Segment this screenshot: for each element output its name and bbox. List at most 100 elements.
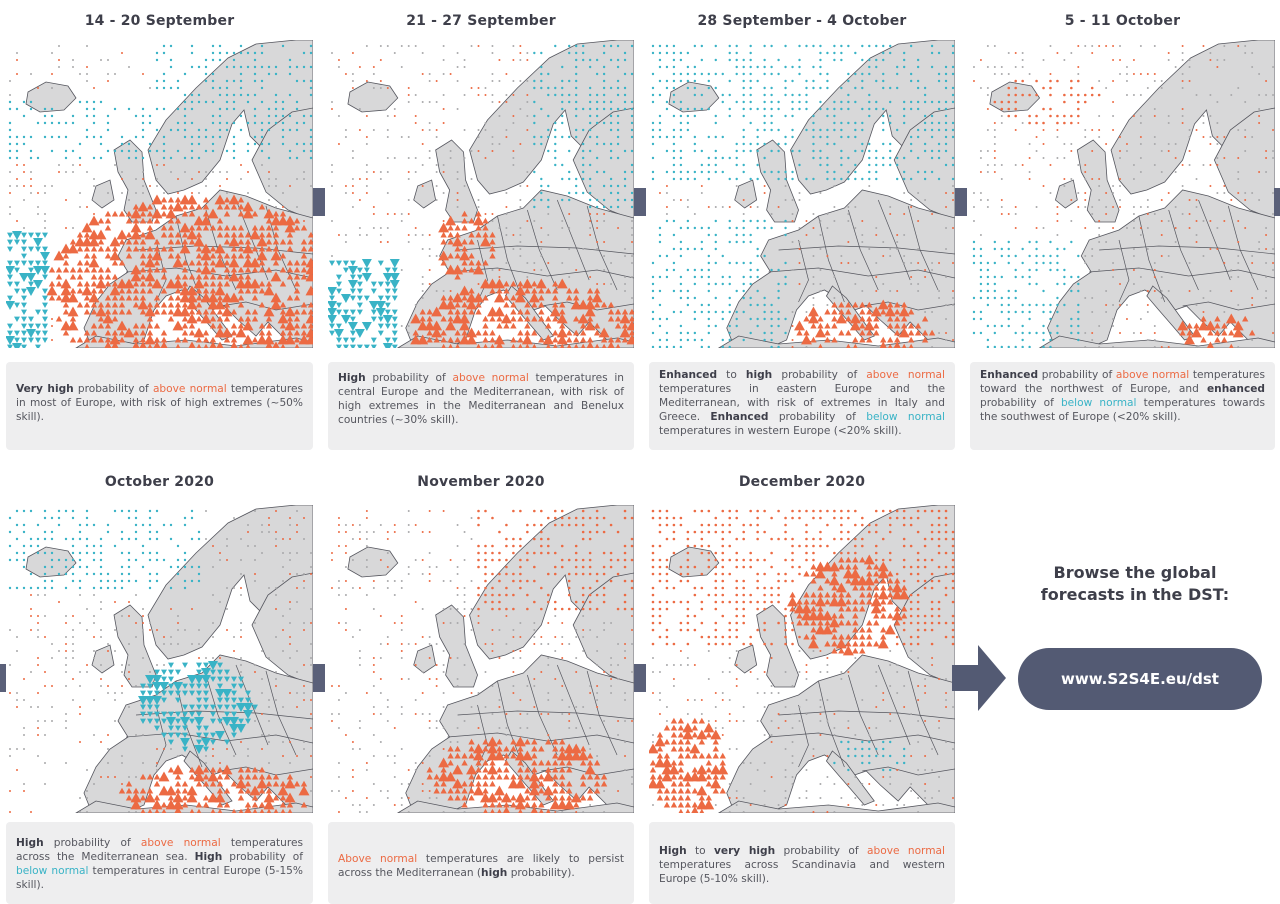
probability-dot [456, 685, 459, 687]
probability-dot [903, 213, 906, 215]
above-normal-mark [216, 273, 224, 280]
below-normal-dot [1014, 268, 1017, 272]
above-normal-mark [144, 271, 156, 282]
probability-dot [100, 59, 102, 61]
below-normal-dot [295, 107, 299, 111]
probability-dot [1244, 227, 1247, 229]
above-normal-mark [510, 322, 517, 329]
below-normal-dot [700, 58, 704, 62]
probability-dot [1070, 199, 1073, 201]
probability-dot [833, 220, 836, 222]
below-normal-mark [347, 266, 358, 275]
probability-dot [561, 699, 564, 701]
below-normal-dot [944, 100, 948, 104]
above-normal-dot [498, 551, 501, 555]
below-normal-dot [735, 324, 738, 328]
below-normal-dot [651, 177, 655, 181]
above-normal-mark [237, 273, 245, 280]
probability-dot [1251, 262, 1254, 264]
probability-dot [128, 643, 130, 645]
below-normal-dot [728, 51, 731, 55]
below-normal-dot [218, 135, 222, 139]
probability-dot [414, 234, 417, 236]
caption-text: temperatures toward the northwest of Eur… [980, 369, 1265, 395]
probability-dot [861, 220, 864, 222]
below-normal-dot [204, 135, 208, 139]
below-normal-dot [861, 107, 864, 111]
below-normal-dot [742, 296, 745, 300]
above-normal-mark [188, 341, 196, 348]
below-normal-dot [777, 58, 780, 62]
above-normal-mark [272, 245, 280, 252]
below-normal-dot [22, 135, 26, 139]
probability-dot [72, 171, 74, 173]
probability-dot [1063, 143, 1066, 145]
above-normal-mark [517, 329, 524, 336]
below-normal-dot [937, 100, 941, 104]
below-normal-dot [728, 44, 731, 48]
below-normal-dot [672, 135, 676, 139]
below-normal-dot [547, 198, 550, 202]
above-normal-mark [60, 243, 72, 254]
probability-dot [484, 213, 487, 215]
below-normal-dot [944, 142, 948, 146]
above-normal-mark [852, 343, 858, 348]
below-normal-dot [686, 107, 690, 111]
below-normal-dot [679, 296, 683, 300]
below-normal-dot [1000, 247, 1003, 251]
below-normal-dot [882, 58, 885, 62]
probability-dot [240, 594, 242, 596]
below-normal-dot [742, 310, 745, 314]
below-normal-dot [854, 135, 857, 139]
probability-dot [121, 755, 123, 757]
below-normal-mark [217, 718, 223, 724]
below-normal-dot [728, 338, 731, 342]
probability-dot [1007, 213, 1010, 215]
probability-dot [428, 283, 431, 285]
below-normal-dot [972, 296, 976, 300]
probability-dot [533, 220, 536, 222]
probability-dot [477, 615, 480, 617]
above-normal-mark [244, 287, 252, 294]
probability-dot [477, 94, 480, 96]
below-normal-dot [679, 177, 683, 181]
below-normal-dot [232, 156, 236, 160]
above-normal-mark [279, 238, 287, 245]
probability-dot [1049, 164, 1052, 166]
above-normal-dot [567, 516, 571, 520]
above-normal-dot [1070, 79, 1073, 83]
above-normal-mark [1228, 329, 1235, 336]
below-normal-dot [651, 331, 655, 335]
above-normal-mark [181, 259, 189, 266]
below-normal-dot [805, 177, 808, 181]
above-normal-mark [600, 301, 608, 308]
above-normal-mark [209, 266, 217, 273]
probability-dot [512, 685, 515, 687]
below-normal-dot [183, 135, 187, 139]
below-normal-dot [43, 530, 47, 534]
probability-dot [240, 559, 242, 561]
probability-dot [1028, 73, 1031, 75]
below-normal-dot [85, 523, 89, 527]
above-normal-mark [160, 245, 168, 252]
above-normal-mark [140, 808, 146, 813]
probability-dot [16, 73, 18, 75]
above-normal-mark [76, 259, 84, 266]
forecast-map [6, 40, 313, 348]
below-normal-dot [742, 79, 745, 83]
below-normal-dot [588, 93, 592, 97]
below-normal-dot [183, 523, 187, 527]
above-normal-dot [498, 579, 501, 583]
above-normal-dot [512, 579, 515, 583]
above-normal-mark [300, 801, 308, 808]
above-normal-mark [146, 287, 154, 294]
probability-dot [303, 220, 305, 222]
below-normal-dot [1070, 289, 1073, 293]
probability-dot [840, 255, 843, 257]
probability-dot [1153, 213, 1156, 215]
above-normal-mark [181, 315, 189, 322]
above-normal-mark [83, 245, 91, 252]
above-normal-mark [160, 196, 168, 203]
below-normal-mark [370, 281, 377, 287]
above-normal-mark [62, 259, 70, 266]
